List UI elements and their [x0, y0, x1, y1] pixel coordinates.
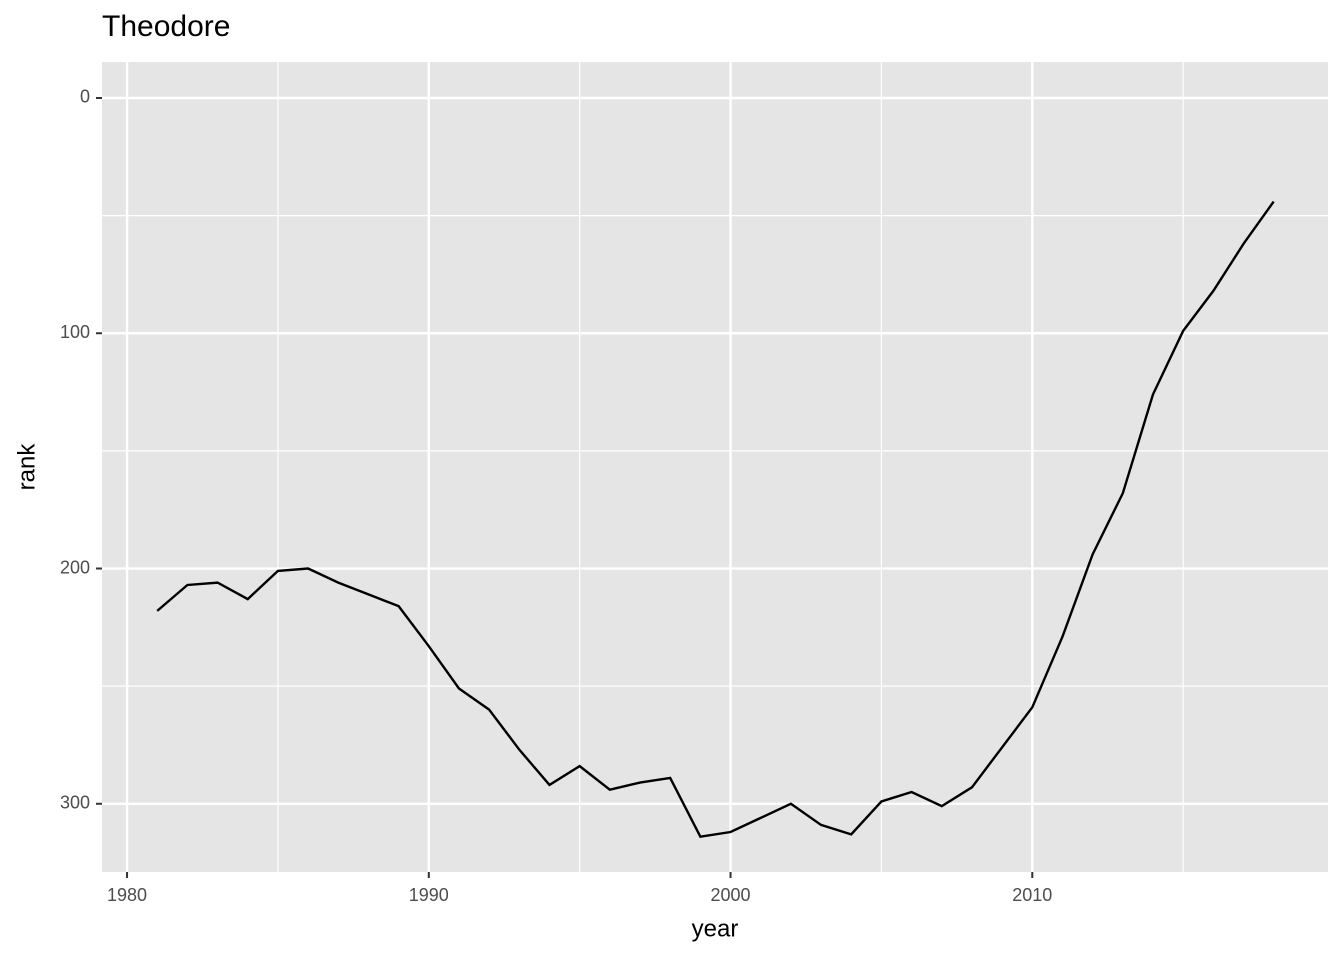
y-tick-label: 0: [80, 87, 90, 107]
y-tick-label: 200: [60, 557, 90, 577]
x-tick-label: 2000: [711, 885, 751, 905]
x-axis-title: year: [692, 915, 739, 942]
y-tick-label: 300: [60, 793, 90, 813]
y-axis-title: rank: [13, 443, 40, 491]
x-tick-label: 1990: [409, 885, 449, 905]
chart-title: Theodore: [102, 10, 230, 43]
line: [156, 200, 1275, 839]
y-tick-label: 100: [60, 322, 90, 342]
x-tick-label: 1980: [107, 885, 147, 905]
x-tick-label: 2010: [1012, 885, 1052, 905]
panel: [102, 62, 1328, 872]
